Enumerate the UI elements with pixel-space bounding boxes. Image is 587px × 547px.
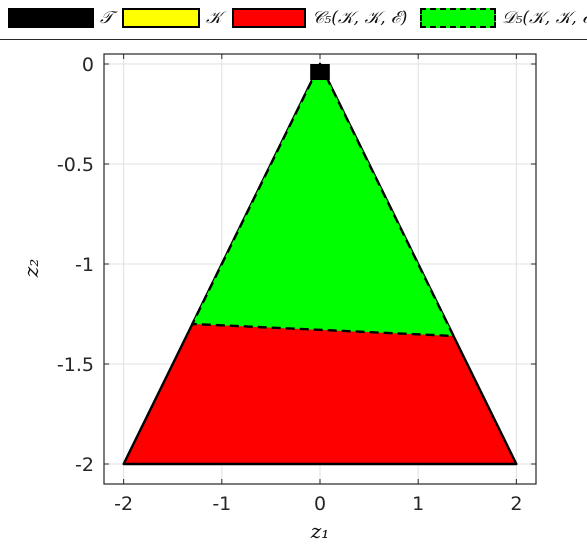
x-axis-label: z₁ <box>310 519 330 543</box>
region-target <box>310 64 330 80</box>
legend-label: 𝒦 <box>206 8 222 28</box>
x-tick-label: 2 <box>510 493 522 515</box>
legend: 𝒯 𝒦 𝒞₅(𝒦, 𝒦, ℰ) 𝒟₅(𝒦, 𝒦, ℰ) <box>0 0 587 40</box>
x-tick-label: -2 <box>114 493 133 515</box>
legend-label: 𝒟₅(𝒦, 𝒦, ℰ) <box>502 8 587 28</box>
legend-label: 𝒯 <box>100 8 114 28</box>
y-tick-label: -1.5 <box>57 354 94 376</box>
y-tick-label: -2 <box>75 454 94 476</box>
legend-swatch <box>8 8 94 28</box>
x-tick-label: 0 <box>314 493 326 515</box>
y-tick-label: -0.5 <box>57 154 94 176</box>
legend-label: 𝒞₅(𝒦, 𝒦, ℰ) <box>312 8 408 28</box>
legend-swatch <box>420 8 496 28</box>
region-d5 <box>191 62 455 338</box>
legend-swatch <box>232 8 306 28</box>
x-tick-label: 1 <box>412 493 424 515</box>
y-axis-label: z₂ <box>19 259 43 279</box>
y-tick-label: 0 <box>82 54 94 76</box>
x-tick-label: -1 <box>212 493 231 515</box>
y-tick-label: -1 <box>75 254 94 276</box>
legend-swatch <box>122 8 200 28</box>
